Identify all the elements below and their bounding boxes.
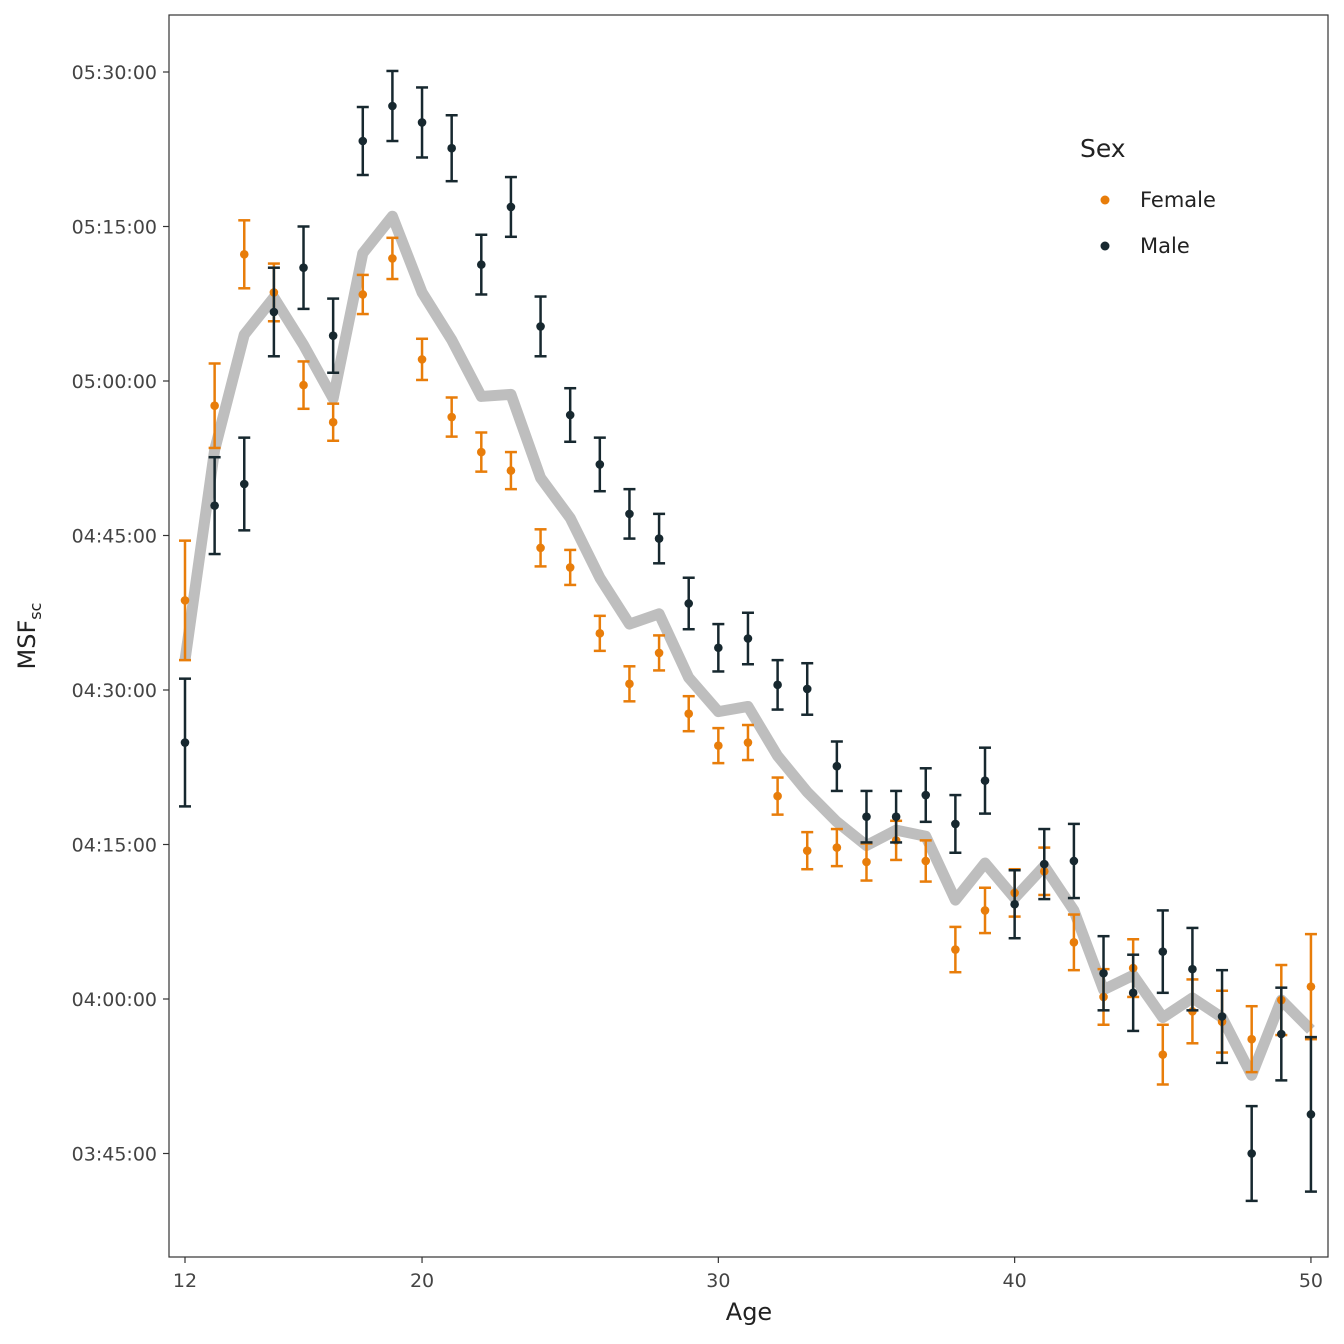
data-point xyxy=(477,260,486,269)
series-male xyxy=(179,69,1317,1203)
legend-key-male xyxy=(1100,241,1110,251)
data-point xyxy=(1010,899,1019,909)
data-point xyxy=(477,447,486,457)
data-point xyxy=(1069,938,1079,947)
data-point xyxy=(862,812,871,821)
data-point xyxy=(625,509,634,519)
data-point xyxy=(180,596,190,605)
y-tick-label: 05:30:00 xyxy=(72,62,157,84)
data-point xyxy=(1306,982,1316,991)
overall-mean-line xyxy=(179,210,1315,1081)
data-point xyxy=(595,629,605,638)
data-point xyxy=(802,684,812,694)
data-point xyxy=(358,136,368,146)
x-axis-label: Age xyxy=(726,1298,772,1326)
legend-label-female: Female xyxy=(1140,188,1216,212)
data-point xyxy=(714,643,723,653)
y-axis-label-subscript: sc xyxy=(26,603,45,620)
data-point xyxy=(773,791,782,801)
data-point xyxy=(506,202,516,212)
data-point xyxy=(417,355,427,364)
data-point xyxy=(951,819,960,829)
data-point xyxy=(269,307,279,317)
data-point xyxy=(1277,1029,1286,1039)
x-tick-label: 40 xyxy=(1003,1270,1027,1292)
data-point xyxy=(239,479,249,489)
data-point xyxy=(1069,856,1079,866)
data-point xyxy=(210,501,219,510)
data-point xyxy=(447,143,456,153)
data-point xyxy=(714,741,723,750)
data-point xyxy=(536,543,545,553)
data-point xyxy=(565,410,575,420)
data-point xyxy=(1247,1034,1256,1044)
data-point xyxy=(980,776,990,785)
data-point xyxy=(1188,964,1197,974)
y-axis-label: MSFsc xyxy=(13,603,45,670)
data-point xyxy=(773,680,782,690)
data-point xyxy=(743,634,753,643)
data-point xyxy=(388,101,397,111)
data-point xyxy=(1158,1050,1168,1059)
y-tick-label: 04:15:00 xyxy=(72,835,157,857)
x-tick-label: 12 xyxy=(173,1270,197,1292)
y-tick-label: 03:45:00 xyxy=(72,1144,157,1166)
data-point xyxy=(328,417,338,427)
y-tick-label: 05:15:00 xyxy=(72,217,157,239)
y-tick-label: 05:00:00 xyxy=(72,371,157,393)
data-point xyxy=(832,761,842,771)
data-point xyxy=(239,250,249,259)
data-point xyxy=(595,460,605,469)
data-point xyxy=(180,738,190,747)
y-tick-label: 04:45:00 xyxy=(72,526,157,548)
data-point xyxy=(654,534,664,543)
data-point xyxy=(862,857,871,867)
data-point xyxy=(802,846,812,855)
legend-title: Sex xyxy=(1080,134,1126,163)
data-point xyxy=(1099,968,1108,978)
data-point xyxy=(684,599,694,608)
data-point xyxy=(1158,947,1168,956)
data-point xyxy=(1306,1110,1316,1119)
data-point xyxy=(832,843,842,852)
x-tick-label: 30 xyxy=(706,1270,730,1292)
x-tick-label: 50 xyxy=(1299,1270,1323,1292)
data-point xyxy=(684,709,694,718)
legend-label-male: Male xyxy=(1140,234,1190,258)
data-point xyxy=(654,648,664,658)
data-point xyxy=(388,254,397,263)
data-point xyxy=(891,812,901,821)
data-point xyxy=(921,790,931,800)
y-tick-label: 04:00:00 xyxy=(72,989,157,1011)
data-point xyxy=(417,118,427,127)
x-tick-label: 20 xyxy=(410,1270,434,1292)
data-point xyxy=(358,290,368,299)
data-point xyxy=(506,466,516,475)
data-point xyxy=(1247,1149,1256,1158)
data-point xyxy=(565,563,575,572)
data-point xyxy=(299,263,308,273)
data-point xyxy=(447,412,456,422)
data-point xyxy=(299,380,308,390)
data-point xyxy=(1128,988,1138,998)
data-point xyxy=(328,331,338,340)
legend: Sex Female Male xyxy=(1080,134,1216,258)
data-point xyxy=(980,906,990,915)
data-point xyxy=(743,738,753,747)
data-point xyxy=(536,322,545,331)
data-point xyxy=(921,856,931,866)
data-point xyxy=(1039,859,1049,869)
data-point xyxy=(951,945,960,954)
data-point xyxy=(625,679,634,689)
legend-key-female xyxy=(1100,195,1110,205)
y-tick-label: 04:30:00 xyxy=(72,680,157,702)
data-point xyxy=(210,401,219,411)
data-point xyxy=(1217,1012,1227,1021)
